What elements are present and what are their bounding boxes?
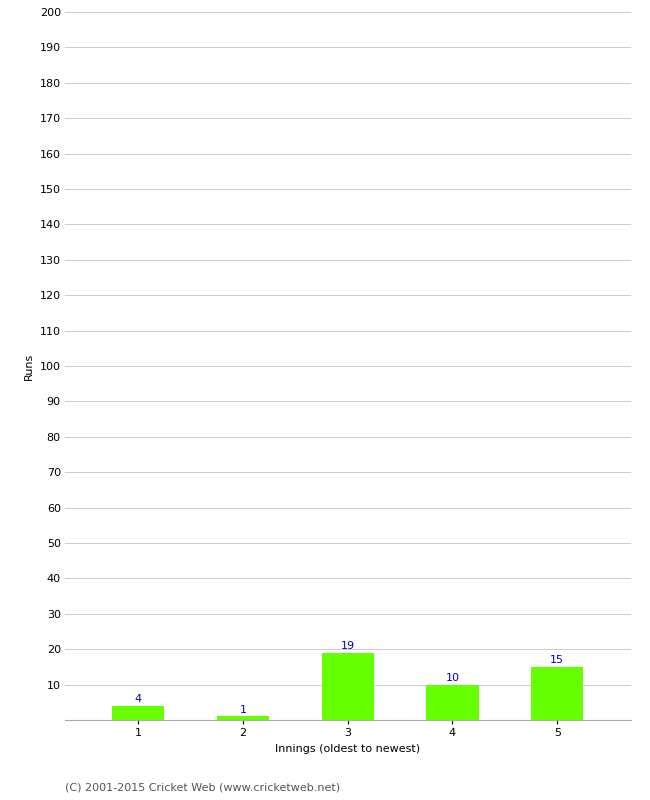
Text: 15: 15 xyxy=(550,655,564,665)
X-axis label: Innings (oldest to newest): Innings (oldest to newest) xyxy=(275,744,421,754)
Text: 19: 19 xyxy=(341,641,355,651)
Y-axis label: Runs: Runs xyxy=(24,352,34,380)
Text: 1: 1 xyxy=(240,705,246,714)
Text: 4: 4 xyxy=(135,694,142,704)
Bar xyxy=(217,717,269,720)
Bar xyxy=(112,706,164,720)
Bar xyxy=(322,653,374,720)
Bar xyxy=(531,667,584,720)
Text: (C) 2001-2015 Cricket Web (www.cricketweb.net): (C) 2001-2015 Cricket Web (www.cricketwe… xyxy=(65,782,340,792)
Text: 10: 10 xyxy=(445,673,460,683)
Bar xyxy=(426,685,478,720)
